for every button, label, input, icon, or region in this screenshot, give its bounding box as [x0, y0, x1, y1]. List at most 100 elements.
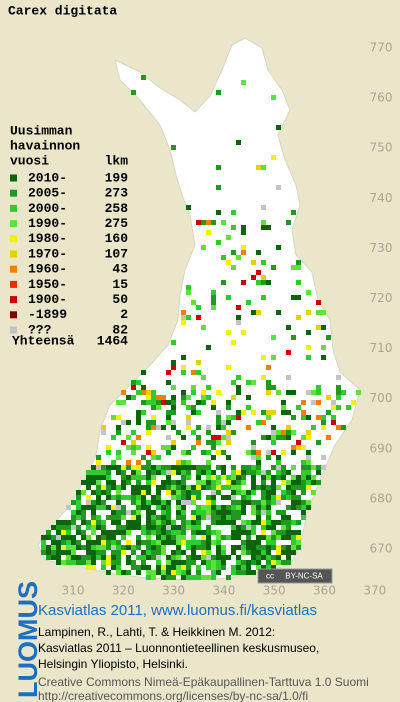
occurrence-square	[91, 470, 96, 475]
occurrence-square	[156, 540, 161, 545]
occurrence-square	[201, 485, 206, 490]
occurrence-square	[111, 460, 116, 465]
occurrence-square	[321, 325, 326, 330]
occurrence-square	[176, 490, 181, 495]
occurrence-square	[231, 250, 236, 255]
occurrence-square	[251, 475, 256, 480]
occurrence-square	[286, 350, 291, 355]
occurrence-square	[311, 400, 316, 405]
occurrence-square	[301, 410, 306, 415]
occurrence-square	[226, 475, 231, 480]
occurrence-square	[136, 525, 141, 530]
occurrence-square	[101, 565, 106, 570]
occurrence-square	[266, 380, 271, 385]
occurrence-square	[216, 515, 221, 520]
occurrence-square	[186, 405, 191, 410]
occurrence-square	[51, 535, 56, 540]
occurrence-square	[146, 475, 151, 480]
occurrence-square	[266, 485, 271, 490]
occurrence-square	[201, 560, 206, 565]
occurrence-square	[86, 535, 91, 540]
occurrence-square	[166, 485, 171, 490]
occurrence-square	[356, 390, 361, 395]
occurrence-square	[96, 505, 101, 510]
occurrence-square	[226, 455, 231, 460]
occurrence-square	[241, 465, 246, 470]
occurrence-square	[306, 435, 311, 440]
occurrence-square	[306, 455, 311, 460]
occurrence-square	[216, 565, 221, 570]
occurrence-square	[181, 570, 186, 575]
occurrence-square	[106, 485, 111, 490]
occurrence-square	[251, 560, 256, 565]
occurrence-square	[151, 465, 156, 470]
occurrence-square	[136, 505, 141, 510]
occurrence-square	[211, 435, 216, 440]
occurrence-square	[171, 465, 176, 470]
occurrence-square	[306, 430, 311, 435]
occurrence-square	[306, 465, 311, 470]
legend-swatch	[10, 189, 17, 197]
occurrence-square	[111, 560, 116, 565]
occurrence-square	[166, 370, 171, 375]
occurrence-square	[136, 485, 141, 490]
occurrence-square	[81, 545, 86, 550]
occurrence-square	[281, 465, 286, 470]
occurrence-square	[71, 525, 76, 530]
occurrence-square	[166, 480, 171, 485]
occurrence-square	[121, 525, 126, 530]
occurrence-square	[106, 545, 111, 550]
occurrence-square	[216, 485, 221, 490]
occurrence-square	[291, 445, 296, 450]
occurrence-square	[291, 535, 296, 540]
occurrence-square	[271, 440, 276, 445]
occurrence-square	[151, 540, 156, 545]
occurrence-square	[216, 240, 221, 245]
occurrence-square	[196, 575, 201, 580]
legend-label: 2000-	[28, 201, 67, 216]
occurrence-square	[121, 495, 126, 500]
occurrence-square	[181, 565, 186, 570]
occurrence-square	[256, 565, 261, 570]
occurrence-square	[101, 465, 106, 470]
occurrence-square	[181, 460, 186, 465]
occurrence-square	[296, 535, 301, 540]
occurrence-square	[166, 540, 171, 545]
legend-swatch	[10, 326, 17, 334]
occurrence-square	[286, 545, 291, 550]
occurrence-square	[291, 505, 296, 510]
occurrence-square	[96, 495, 101, 500]
occurrence-square	[166, 525, 171, 530]
occurrence-square	[281, 520, 286, 525]
occurrence-square	[226, 235, 231, 240]
occurrence-square	[201, 450, 206, 455]
occurrence-square	[256, 555, 261, 560]
occurrence-square	[296, 440, 301, 445]
occurrence-square	[176, 480, 181, 485]
occurrence-square	[91, 525, 96, 530]
occurrence-square	[251, 470, 256, 475]
occurrence-square	[266, 435, 271, 440]
occurrence-square	[261, 220, 266, 225]
occurrence-square	[211, 400, 216, 405]
occurrence-square	[166, 380, 171, 385]
occurrence-square	[216, 475, 221, 480]
occurrence-square	[181, 550, 186, 555]
occurrence-square	[46, 550, 51, 555]
occurrence-square	[106, 505, 111, 510]
occurrence-square	[181, 475, 186, 480]
occurrence-square	[61, 525, 66, 530]
occurrence-square	[121, 505, 126, 510]
occurrence-square	[286, 525, 291, 530]
occurrence-square	[146, 395, 151, 400]
occurrence-square	[176, 460, 181, 465]
occurrence-square	[131, 450, 136, 455]
occurrence-square	[181, 560, 186, 565]
occurrence-square	[256, 485, 261, 490]
occurrence-square	[41, 550, 46, 555]
occurrence-square	[231, 565, 236, 570]
occurrence-square	[151, 405, 156, 410]
occurrence-square	[121, 570, 126, 575]
occurrence-square	[201, 325, 206, 330]
